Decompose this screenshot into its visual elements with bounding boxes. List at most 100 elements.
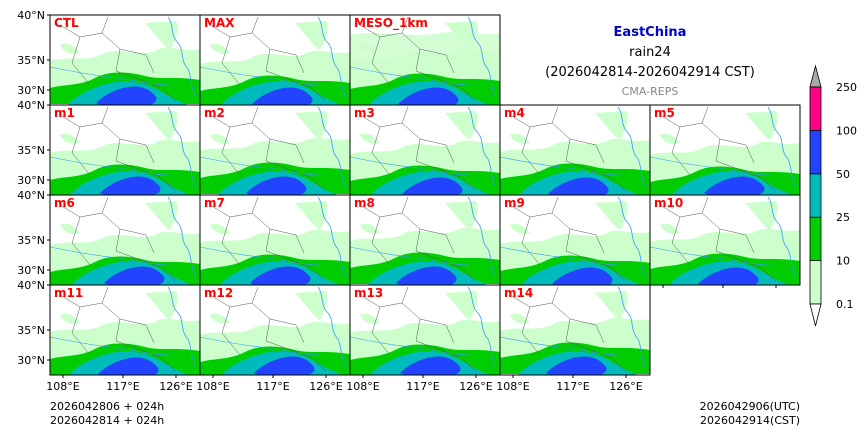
river (50, 156, 171, 176)
coastline (317, 16, 347, 98)
province-borders (59, 286, 177, 372)
colorbar-segment (809, 86, 822, 131)
precip-light-north (360, 201, 478, 234)
coastline (167, 16, 197, 98)
lon-tick-label: 126°E (159, 380, 192, 393)
province-borders (59, 196, 177, 282)
river (350, 66, 471, 86)
river (50, 66, 171, 86)
precip-torrential (704, 176, 765, 195)
source-label: CMA-REPS (622, 85, 679, 98)
lon-tick-label: 126°E (459, 380, 492, 393)
province-borders (59, 106, 177, 192)
panel-grid: CTL MAX MESO_1km m1 m2 m3 m4 m5 m6 m7 m8 m9 m10 m11 m1… (49, 14, 801, 376)
map-panel: m10 (649, 194, 801, 286)
precip-light-north (660, 201, 778, 234)
map-panel: m3 (349, 104, 501, 196)
river (650, 156, 771, 176)
colorbar-label: 0.1 (836, 298, 854, 311)
panel-label: m3 (354, 106, 375, 120)
river (50, 336, 171, 356)
panel-label: m7 (204, 196, 225, 210)
precip-torrential (396, 266, 457, 285)
precip-light-north (660, 111, 778, 144)
coastline (467, 106, 497, 188)
colorbar-under-arrow (809, 303, 822, 327)
river (350, 156, 471, 176)
river (500, 156, 621, 176)
variable-title: rain24 (629, 45, 671, 60)
panel-label: m9 (504, 196, 525, 210)
coastline (467, 196, 497, 278)
precip-light-north (60, 21, 178, 54)
panel-label: MESO_1km (354, 16, 428, 31)
precip-torrential (402, 177, 463, 195)
period-title: (2026042814-2026042914 CST) (545, 65, 755, 80)
map-panel: m9 (499, 194, 651, 286)
colorbar-segment (809, 216, 822, 261)
precip-light-north (510, 111, 628, 144)
province-borders (359, 196, 477, 282)
lon-tick-label: 126°E (609, 380, 642, 393)
coastline (167, 196, 197, 278)
coastline (317, 106, 347, 188)
map-panel: m7 (199, 194, 351, 286)
river (50, 246, 171, 266)
lon-tick-label: 117°E (256, 380, 289, 393)
colorbar-label: 25 (836, 211, 850, 224)
panel-frame (649, 194, 801, 286)
precip-light-north (210, 291, 328, 324)
lat-tick-label: 30°N (17, 354, 45, 367)
river (200, 246, 321, 266)
lon-tick-label: 117°E (406, 380, 439, 393)
province-borders (359, 16, 477, 102)
precip-torrential (698, 267, 759, 285)
colorbar-label: 250 (836, 81, 857, 94)
latitude-axis: 40°N 35°N 30°N 40°N 35°N 30°N 40°N 35°N 30°N 40°N… (17, 9, 50, 367)
province-borders (59, 16, 177, 102)
map-panel: m5 (649, 104, 801, 196)
coastline (317, 196, 347, 278)
lat-tick-label: 40°N (17, 189, 45, 202)
precip-light-north (510, 201, 628, 234)
map-panel: MESO_1km (349, 14, 501, 106)
river (500, 336, 621, 356)
river (350, 336, 471, 356)
coastline (767, 196, 797, 278)
issue-cst: 2026042914(CST) (700, 414, 800, 427)
init-cst-line: 2026042814 + 024h (50, 414, 164, 427)
colorbar: 0.1 10 25 50 100 250 (809, 64, 857, 327)
lat-tick-label: 30°N (17, 174, 45, 187)
map-panel: m8 (349, 194, 501, 286)
panel-frame (499, 284, 651, 376)
lon-tick-label: 108°E (46, 380, 79, 393)
coastline (167, 106, 197, 188)
panel-label: m8 (354, 196, 375, 210)
panel-label: m6 (54, 196, 75, 210)
map-panel: m14 (499, 284, 651, 376)
precip-torrential (552, 267, 613, 285)
province-borders (209, 106, 327, 192)
province-borders (659, 196, 777, 282)
panel-label: m12 (204, 286, 233, 300)
precip-light-north (60, 291, 178, 324)
lat-tick-label: 30°N (17, 84, 45, 97)
precip-torrential (254, 356, 315, 375)
precip-torrential (246, 176, 307, 195)
panel-label: MAX (204, 16, 235, 30)
coastline (467, 286, 497, 368)
colorbar-segment (809, 260, 822, 305)
lon-tick-label: 117°E (106, 380, 139, 393)
province-borders (209, 16, 327, 102)
river (200, 336, 321, 356)
precip-torrential (548, 177, 609, 195)
panel-label: m11 (54, 286, 83, 300)
map-panel: m1 (49, 104, 201, 196)
coastline (467, 16, 497, 98)
river (200, 156, 321, 176)
precip-light-north (360, 291, 478, 324)
panel-label: m1 (54, 106, 75, 120)
lat-tick-label: 35°N (17, 234, 45, 247)
province-borders (209, 196, 327, 282)
lat-tick-label: 40°N (17, 9, 45, 22)
